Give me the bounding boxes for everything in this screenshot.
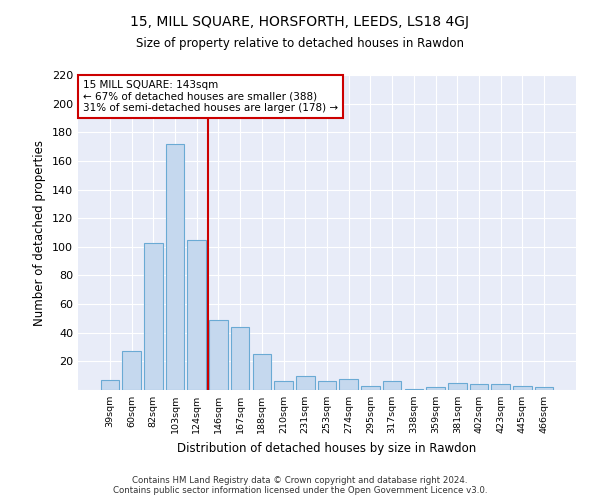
- Bar: [361, 386, 380, 390]
- Bar: [491, 384, 510, 390]
- Bar: [404, 388, 423, 390]
- Bar: [318, 382, 336, 390]
- Bar: [383, 382, 401, 390]
- Bar: [448, 383, 467, 390]
- Text: Contains HM Land Registry data © Crown copyright and database right 2024.
Contai: Contains HM Land Registry data © Crown c…: [113, 476, 487, 495]
- Bar: [144, 242, 163, 390]
- Bar: [535, 387, 553, 390]
- Bar: [513, 386, 532, 390]
- Y-axis label: Number of detached properties: Number of detached properties: [34, 140, 46, 326]
- Bar: [470, 384, 488, 390]
- Text: 15 MILL SQUARE: 143sqm
← 67% of detached houses are smaller (388)
31% of semi-de: 15 MILL SQUARE: 143sqm ← 67% of detached…: [83, 80, 338, 113]
- Bar: [296, 376, 314, 390]
- Bar: [209, 320, 227, 390]
- Bar: [101, 380, 119, 390]
- Bar: [122, 352, 141, 390]
- Text: 15, MILL SQUARE, HORSFORTH, LEEDS, LS18 4GJ: 15, MILL SQUARE, HORSFORTH, LEEDS, LS18 …: [131, 15, 470, 29]
- Bar: [187, 240, 206, 390]
- Bar: [166, 144, 184, 390]
- Bar: [274, 382, 293, 390]
- Bar: [427, 387, 445, 390]
- Bar: [253, 354, 271, 390]
- Bar: [340, 378, 358, 390]
- X-axis label: Distribution of detached houses by size in Rawdon: Distribution of detached houses by size …: [178, 442, 476, 454]
- Bar: [231, 327, 250, 390]
- Text: Size of property relative to detached houses in Rawdon: Size of property relative to detached ho…: [136, 38, 464, 51]
